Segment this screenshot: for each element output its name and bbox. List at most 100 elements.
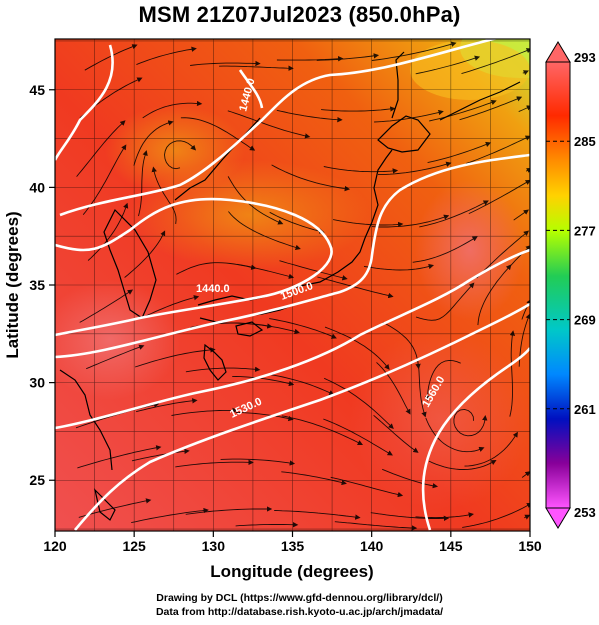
- streamline: [424, 359, 461, 402]
- credits-line-2: Data from http://database.rish.kyoto-u.a…: [155, 606, 444, 618]
- y-tick-label: 30: [29, 375, 45, 391]
- streamline: [415, 282, 475, 321]
- streamline: [525, 167, 530, 173]
- streamline: [164, 140, 197, 170]
- contour-label: 1440.0: [196, 283, 230, 295]
- colorbar-tick-label: 277: [574, 223, 596, 238]
- streamline: [185, 506, 273, 515]
- streamline: [219, 65, 294, 71]
- streamline: [227, 110, 311, 139]
- streamline: [370, 512, 450, 522]
- streamline: [82, 144, 127, 215]
- streamline: [363, 263, 435, 271]
- y-tick-label: 45: [29, 82, 45, 98]
- streamline: [419, 200, 489, 228]
- streamline: [134, 347, 216, 368]
- streamline: [477, 264, 512, 326]
- streamline: [333, 219, 404, 228]
- streamline: [86, 344, 145, 370]
- streamline: [513, 209, 530, 221]
- streamline: [77, 445, 162, 469]
- streamline: [180, 117, 256, 151]
- streamline: [235, 411, 294, 422]
- streamline: [417, 359, 427, 418]
- streamline: [269, 211, 325, 234]
- x-tick-label: 150: [518, 538, 542, 554]
- streamline: [382, 321, 421, 370]
- streamline: [521, 471, 530, 478]
- streamline: [185, 366, 261, 373]
- streamline: [461, 48, 530, 75]
- colorbar-tick-label: 285: [574, 134, 596, 149]
- streamline: [427, 141, 492, 164]
- streamline: [324, 377, 394, 429]
- streamline: [522, 70, 529, 76]
- streamline: [131, 448, 190, 462]
- streamline: [276, 109, 343, 123]
- streamline: [84, 44, 138, 71]
- colorbar-tick-label: 293: [574, 50, 596, 65]
- colorbar-tick-label: 253: [574, 505, 596, 520]
- colorbar-scale: [545, 61, 571, 509]
- streamline: [323, 166, 399, 174]
- y-axis-ticks: 25 30 35 40 45: [29, 82, 55, 488]
- x-tick-label: 145: [439, 538, 463, 554]
- streamline: [373, 414, 419, 453]
- x-tick-label: 130: [202, 538, 226, 554]
- streamline: [371, 214, 450, 228]
- streamline: [453, 408, 488, 437]
- streamline: [371, 41, 457, 61]
- streamline: [382, 468, 439, 489]
- streamline: [464, 431, 518, 467]
- streamline: [428, 460, 497, 470]
- streamline: [142, 100, 203, 119]
- credits: Drawing by DCL (https://www.gfd-dennou.o…: [0, 591, 599, 619]
- streamline: [79, 289, 134, 323]
- streamline: [465, 135, 530, 165]
- lat-lon-grid: [55, 39, 530, 531]
- streamline: [321, 106, 396, 112]
- streamline: [236, 263, 295, 279]
- x-tick-label: 140: [360, 538, 384, 554]
- streamline: [281, 415, 364, 446]
- streamline: [316, 53, 380, 61]
- y-tick-label: 35: [29, 277, 45, 293]
- chart-title: MSM 21Z07Jul2023 (850.0hPa): [138, 2, 461, 27]
- streamline: [330, 476, 404, 498]
- height-contours: [55, 39, 530, 531]
- streamline: [171, 407, 238, 416]
- colorbar-top-triangle: [545, 41, 571, 63]
- streamline: [190, 60, 261, 67]
- streamline: [323, 418, 393, 456]
- map-figure: 1440.0 1440.0 1500.0 1530.0 1560.0 120 12…: [3, 38, 596, 581]
- streamline: [415, 512, 474, 519]
- streamline: [271, 164, 351, 192]
- y-tick-label: 40: [29, 179, 45, 195]
- x-tick-label: 120: [43, 538, 67, 554]
- wind-streamlines: [75, 41, 530, 531]
- streamline: [524, 514, 530, 520]
- x-tick-label: 135: [281, 538, 305, 554]
- colorbar-tick-label: 261: [574, 402, 596, 417]
- streamline: [509, 330, 516, 417]
- streamline: [374, 109, 444, 123]
- streamline: [151, 166, 177, 224]
- streamline: [412, 236, 478, 263]
- y-tick-label: 25: [29, 472, 45, 488]
- streamline: [429, 99, 497, 122]
- streamline: [138, 150, 148, 217]
- streamline: [222, 322, 300, 335]
- streamline: [376, 362, 411, 415]
- streamline: [274, 510, 361, 520]
- colorbar: 293 285 277 269 261 253: [545, 41, 596, 529]
- streamline: [87, 202, 129, 261]
- streamline: [235, 522, 299, 528]
- streamline: [276, 56, 344, 62]
- streamline: [232, 375, 295, 387]
- x-axis-ticks: 120 125 130 135 140 145 150: [43, 531, 542, 554]
- x-axis-title: Longitude (degrees): [210, 562, 373, 581]
- streamline: [425, 417, 485, 453]
- streamline: [518, 105, 530, 113]
- streamline: [220, 458, 296, 466]
- streamline: [124, 230, 166, 278]
